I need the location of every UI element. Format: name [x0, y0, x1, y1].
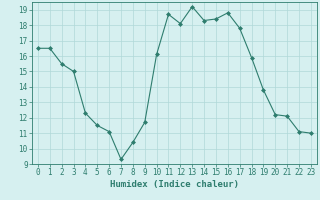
- X-axis label: Humidex (Indice chaleur): Humidex (Indice chaleur): [110, 180, 239, 189]
